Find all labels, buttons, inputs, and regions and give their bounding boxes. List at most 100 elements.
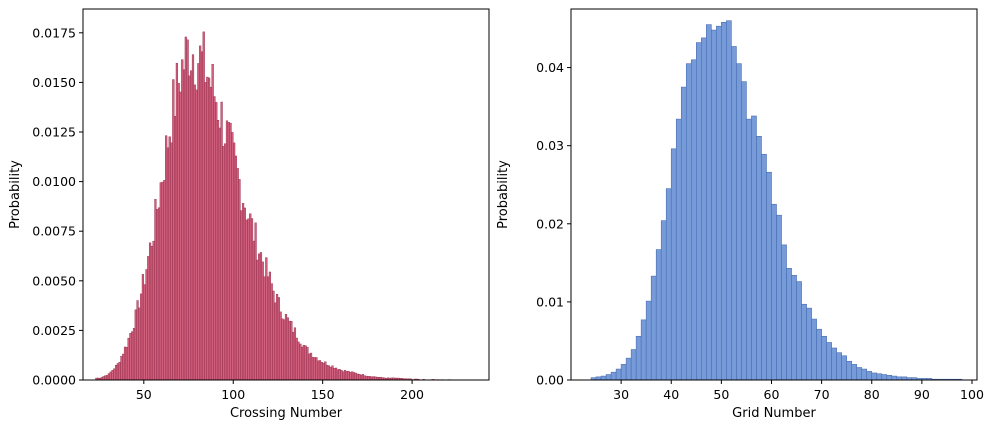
- histogram-bar: [866, 371, 873, 381]
- histogram-bar: [258, 253, 261, 381]
- y-axis-label: Probability: [8, 160, 23, 229]
- histogram-bar: [836, 352, 842, 381]
- histogram-bar: [796, 281, 802, 381]
- histogram-bar: [315, 357, 318, 381]
- histogram-bar: [143, 284, 146, 381]
- histogram-bar: [360, 374, 363, 381]
- histogram-bar: [329, 366, 332, 381]
- histogram-bar: [293, 327, 297, 381]
- histogram-bar: [610, 371, 617, 381]
- histogram-bar: [811, 318, 817, 381]
- histogram-bar: [301, 346, 304, 381]
- histogram-bar: [791, 275, 797, 381]
- histogram-bar: [333, 368, 336, 381]
- histogram-bar: [225, 120, 229, 381]
- histogram-bar: [211, 64, 214, 381]
- histogram-bar: [334, 367, 338, 381]
- histogram-bar: [650, 275, 657, 381]
- histogram-bar: [635, 335, 642, 381]
- histogram-bar: [250, 218, 254, 381]
- bars: [95, 31, 477, 381]
- histogram-bar: [846, 360, 852, 381]
- histogram-bar: [134, 309, 137, 381]
- histogram-bar: [620, 364, 627, 381]
- histogram-bar: [197, 63, 200, 381]
- histogram-bar: [363, 375, 366, 381]
- histogram-bar: [156, 209, 159, 381]
- histogram-bar: [261, 261, 264, 381]
- histogram-bar: [204, 82, 207, 381]
- histogram-bar: [136, 300, 139, 381]
- histogram-bar: [175, 63, 178, 381]
- histogram-bar: [336, 369, 339, 381]
- x-tick-label: 80: [864, 387, 880, 402]
- histogram-bar: [361, 374, 365, 381]
- histogram-bar: [159, 182, 162, 381]
- histogram-bar: [104, 375, 107, 381]
- x-tick-label: 100: [960, 387, 984, 402]
- y-tick-label: 0.0125: [32, 125, 76, 140]
- histogram-bar: [277, 297, 280, 381]
- histogram-bar: [193, 84, 196, 381]
- y-tick-label: 0.02: [536, 216, 564, 231]
- histogram-bar: [191, 54, 195, 381]
- histogram-bar: [174, 116, 177, 381]
- histogram-bar: [200, 51, 204, 381]
- histogram-bar: [345, 371, 348, 381]
- histogram-bar: [309, 352, 313, 381]
- x-tick-label: 30: [613, 387, 629, 402]
- plot-frame: [82, 8, 490, 381]
- histogram-bar: [304, 345, 307, 381]
- histogram-bar: [166, 147, 170, 381]
- histogram-bar: [122, 353, 125, 381]
- histogram-bar: [259, 252, 263, 381]
- x-tick-label: 200: [400, 387, 424, 402]
- histogram-bar: [826, 342, 832, 381]
- y-tick-label: 0.00: [536, 373, 564, 388]
- crossing-number-histogram: 0.0000 0.0025 0.0050 0.0075 0.0100 0.0125 0.01…: [8, 8, 490, 421]
- histogram-bar: [127, 337, 130, 381]
- histogram-bar: [302, 344, 305, 381]
- y-tick-label: 0.04: [536, 60, 564, 75]
- histogram-bar: [256, 259, 259, 381]
- histogram-bar: [227, 122, 230, 381]
- histogram-bar: [625, 357, 632, 381]
- histogram-bar: [342, 371, 345, 381]
- y-axis-label: Probability: [496, 160, 511, 229]
- histogram-bar: [356, 373, 359, 381]
- histogram-bar: [288, 320, 291, 381]
- histogram-bar: [234, 155, 238, 381]
- histogram-bar: [320, 361, 323, 381]
- histogram-bar: [284, 313, 288, 381]
- histogram-bar: [241, 203, 245, 381]
- histogram-bar: [751, 115, 757, 381]
- histogram-bar: [120, 356, 123, 381]
- histogram-bar: [150, 245, 153, 381]
- histogram-bar: [268, 271, 271, 381]
- x-axis-label: Grid Number: [732, 406, 816, 421]
- histogram-bar: [352, 372, 356, 381]
- histogram-bar: [331, 365, 334, 381]
- histogram-bar: [311, 357, 314, 381]
- histogram-bar: [876, 373, 883, 381]
- histogram-bar: [186, 39, 189, 381]
- histogram-bar: [318, 360, 322, 381]
- histogram-bar: [111, 370, 114, 381]
- histogram-bar: [299, 343, 302, 381]
- histogram-bar: [168, 136, 171, 381]
- histogram-bar: [891, 375, 898, 381]
- histogram-bar: [367, 376, 370, 381]
- histogram-bar: [605, 374, 612, 381]
- histogram-bar: [861, 368, 868, 381]
- histogram-bar: [231, 132, 234, 381]
- histogram-bar: [154, 199, 157, 381]
- histogram-bar: [886, 375, 893, 381]
- histogram-bar: [233, 142, 236, 381]
- histogram-bar: [286, 317, 289, 381]
- histogram-bar: [786, 268, 792, 381]
- histogram-bar: [229, 122, 232, 381]
- histogram-bar: [701, 37, 707, 381]
- histogram-bar: [145, 269, 148, 381]
- histogram-bar: [129, 333, 132, 381]
- histogram-bar: [236, 168, 239, 381]
